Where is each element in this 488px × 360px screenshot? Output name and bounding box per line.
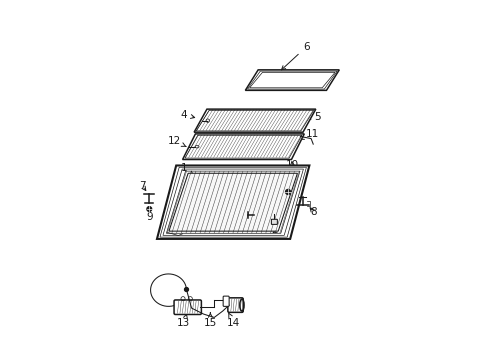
Text: 9: 9 — [146, 212, 152, 222]
FancyBboxPatch shape — [174, 300, 201, 315]
Text: 13: 13 — [177, 314, 190, 328]
Text: 5: 5 — [306, 112, 321, 122]
Text: 8: 8 — [309, 207, 316, 217]
FancyBboxPatch shape — [223, 296, 229, 306]
Circle shape — [147, 207, 151, 211]
Polygon shape — [157, 166, 309, 239]
Text: 4: 4 — [180, 110, 194, 120]
Polygon shape — [245, 70, 339, 90]
Circle shape — [285, 189, 290, 194]
FancyBboxPatch shape — [227, 298, 243, 312]
FancyBboxPatch shape — [271, 219, 277, 224]
Text: 6: 6 — [281, 42, 309, 70]
Text: 10: 10 — [285, 160, 298, 170]
Polygon shape — [194, 109, 315, 132]
Text: 7: 7 — [139, 181, 146, 192]
Text: 11: 11 — [299, 129, 318, 139]
Text: 15: 15 — [203, 312, 217, 328]
Text: 3: 3 — [253, 210, 270, 220]
Text: 2: 2 — [270, 225, 277, 235]
Text: 12: 12 — [167, 136, 185, 147]
Text: 9: 9 — [284, 173, 291, 189]
Text: 1: 1 — [180, 163, 193, 175]
Polygon shape — [168, 173, 297, 231]
Polygon shape — [182, 134, 304, 159]
Text: 14: 14 — [227, 313, 240, 328]
